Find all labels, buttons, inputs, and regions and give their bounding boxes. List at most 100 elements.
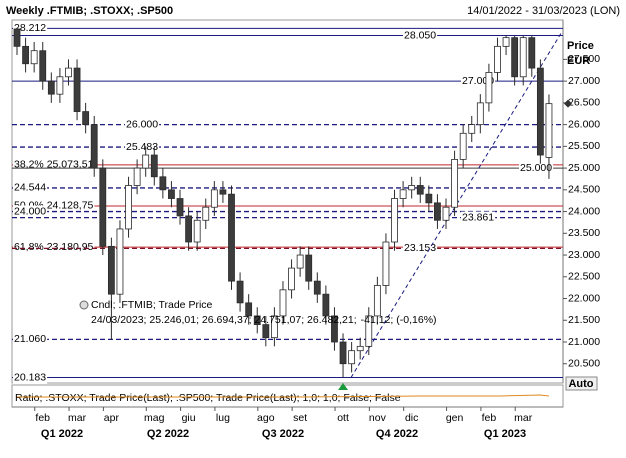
- x-tick-label: mar: [68, 412, 87, 424]
- tooltip-header: Cndl; .FTMIB; Trade Price: [91, 299, 213, 311]
- candle-body: [519, 37, 527, 78]
- level-label: 21.060: [14, 333, 46, 345]
- y-tick-label: 27.500: [568, 53, 600, 65]
- candle-body: [416, 185, 424, 195]
- level-label-bg: [461, 211, 496, 224]
- candle-body: [150, 154, 158, 178]
- candle-body: [13, 28, 21, 47]
- y-tick-label: 26.000: [568, 118, 600, 130]
- level-label: 24.544: [14, 182, 46, 194]
- x-tick-label: lug: [216, 412, 230, 424]
- candle-body: [494, 45, 501, 73]
- tooltip-values: 24/03/2023; 25.246,01; 26.694,37; 24.751…: [91, 314, 357, 326]
- candle-body: [73, 67, 81, 112]
- candle-body: [468, 124, 476, 134]
- indicator-line: [17, 394, 550, 398]
- candle-body: [90, 124, 98, 169]
- y-tick-label: 25.500: [568, 140, 600, 152]
- candle-body: [322, 293, 330, 317]
- candle-body: [305, 254, 313, 282]
- candle-body: [382, 241, 390, 286]
- level-label-bg: [13, 333, 48, 346]
- level-label-bg: [13, 22, 48, 35]
- x-tick-label: apr: [104, 412, 120, 424]
- candle-body: [253, 315, 261, 326]
- candle-body: [82, 111, 90, 126]
- level-label: 20.183: [14, 371, 46, 383]
- candle-body: [348, 350, 356, 365]
- candle-body: [425, 193, 433, 204]
- x-tick-label: giu: [182, 412, 196, 424]
- level-label-bg: [403, 29, 438, 42]
- y-tick-label: 21.500: [568, 314, 600, 326]
- tooltip-change: -41,12; (-0,16%): [361, 314, 437, 326]
- level-label: 26.000: [126, 118, 158, 130]
- candle-body: [47, 80, 55, 95]
- scale-button[interactable]: [565, 376, 598, 391]
- x-tick-label: gen: [446, 412, 464, 424]
- level-label: 25.000: [520, 162, 552, 174]
- candle-body: [65, 67, 72, 78]
- scale-button-label[interactable]: Auto: [568, 378, 593, 390]
- tooltip-icon: [79, 300, 89, 310]
- level-label-bg: [13, 205, 48, 218]
- y-tick-label: 27.000: [568, 75, 600, 87]
- candle-body: [313, 280, 321, 295]
- candle-body: [107, 245, 115, 295]
- low-marker: [338, 383, 349, 390]
- quarter-label: Q3 2022: [262, 428, 304, 440]
- y-tick-label: 25.000: [568, 162, 600, 174]
- y-tick-label: 22.500: [568, 271, 600, 283]
- y-tick-label: 26.500: [568, 97, 600, 109]
- level-label: 23.153: [404, 242, 436, 254]
- x-tick-label: ott: [337, 412, 349, 424]
- candle-body: [159, 176, 167, 191]
- level-label-bg: [403, 242, 438, 255]
- level-label-bg: [125, 118, 160, 131]
- y-tick-label: 20.500: [568, 358, 600, 370]
- candle-body: [116, 228, 124, 295]
- level-label: 28.050: [404, 29, 436, 41]
- level-label: 23.861: [462, 211, 494, 223]
- level-label: 25.483: [126, 141, 158, 153]
- quarter-label: Q1 2022: [41, 428, 83, 440]
- y-tick-label: 24.000: [568, 205, 600, 217]
- candle-body: [536, 67, 544, 156]
- candle-body: [270, 315, 278, 339]
- x-tick-label: set: [293, 412, 307, 424]
- candle-body: [142, 154, 150, 169]
- candle-body: [528, 37, 536, 69]
- candle-body: [434, 202, 441, 221]
- candle-body: [56, 76, 64, 95]
- candle-body: [476, 102, 484, 126]
- y-tick-label: 23.000: [568, 249, 600, 261]
- candle-body: [22, 45, 29, 65]
- candle-body: [331, 315, 338, 343]
- candle-body: [391, 198, 398, 243]
- candle-body: [339, 341, 347, 365]
- x-tick-label: nov: [369, 412, 387, 424]
- candle-body: [502, 37, 510, 47]
- candle-body: [168, 189, 175, 199]
- candle-body: [279, 289, 287, 317]
- candle-body: [373, 285, 381, 317]
- candle-body: [125, 185, 132, 230]
- y-unit: EUR: [567, 55, 590, 67]
- candle-body: [485, 72, 493, 104]
- candle-body: [228, 193, 235, 282]
- level-label-bg: [13, 181, 48, 194]
- date-range: 14/01/2022 - 31/03/2023 (LON): [467, 5, 620, 17]
- candle-body: [39, 50, 47, 82]
- level-label-bg: [519, 162, 554, 175]
- y-tick-label: 21.000: [568, 336, 600, 348]
- candle-body: [356, 345, 364, 352]
- candle-body: [459, 132, 467, 160]
- quarter-label: Q1 2023: [484, 428, 526, 440]
- candle-body: [210, 189, 218, 208]
- candle-body: [451, 158, 458, 208]
- candle-body: [288, 267, 295, 291]
- candle-body: [365, 315, 373, 347]
- candle-body: [442, 206, 450, 221]
- level-label: 28.212: [14, 22, 46, 34]
